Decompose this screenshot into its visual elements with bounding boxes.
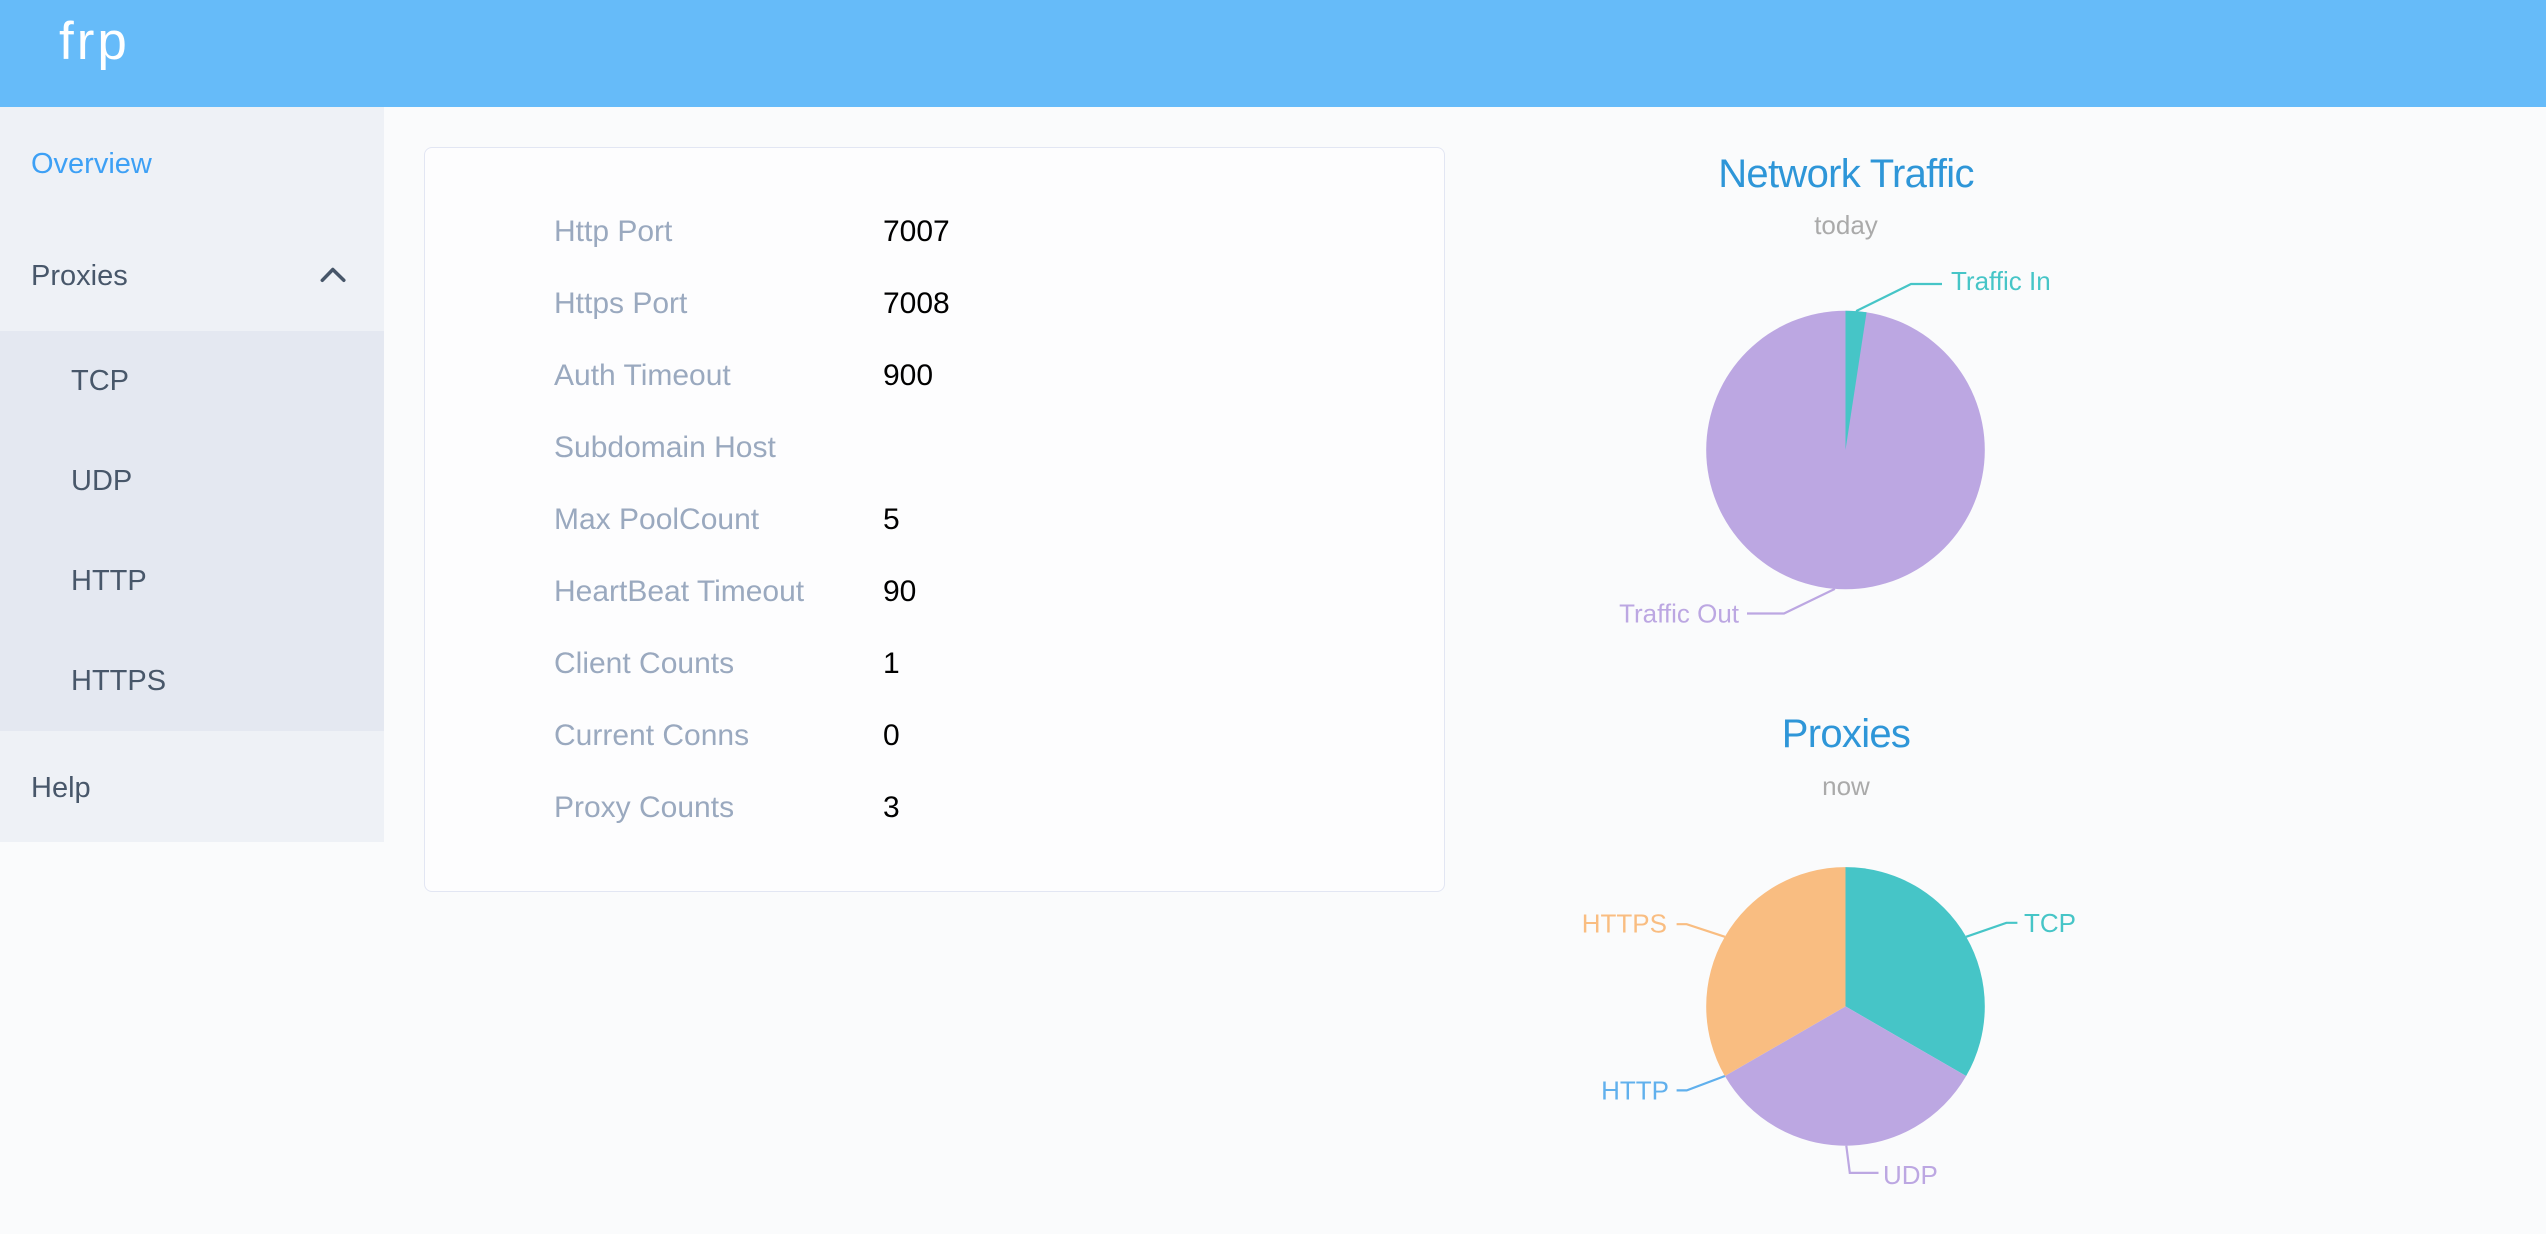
svg-text:TCP: TCP (2024, 908, 2076, 938)
svg-text:HTTPS: HTTPS (1582, 909, 1667, 939)
svg-text:Traffic In: Traffic In (1951, 266, 2051, 296)
svg-text:Traffic Out: Traffic Out (1619, 599, 1740, 629)
svg-text:HTTP: HTTP (1601, 1075, 1669, 1105)
svg-text:UDP: UDP (1883, 1160, 1938, 1190)
